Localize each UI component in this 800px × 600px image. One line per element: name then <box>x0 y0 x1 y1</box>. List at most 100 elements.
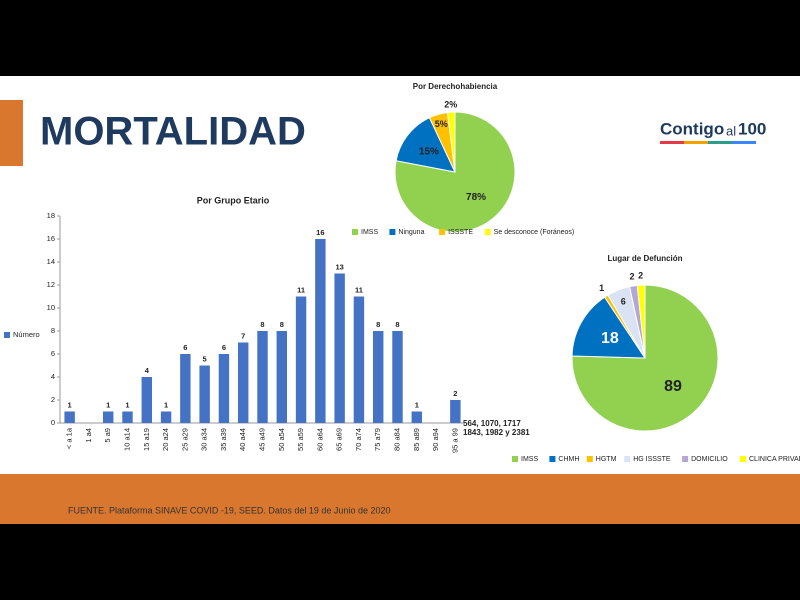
data-label: 1 <box>599 283 604 293</box>
chart-title: Por Derechohabiencia <box>413 82 498 91</box>
x-tick-label: 45 a49 <box>257 428 266 451</box>
slide-title: MORTALIDAD <box>40 110 306 154</box>
x-tick-label: 30 a34 <box>200 428 209 451</box>
x-tick-label: 25 a29 <box>180 428 189 451</box>
pie-slice <box>395 117 456 173</box>
data-label: 2 <box>453 389 457 398</box>
x-tick-label: 35 a39 <box>219 428 228 451</box>
bar <box>276 331 287 423</box>
bar <box>450 400 461 423</box>
bar <box>199 365 210 423</box>
legend-swatch <box>439 229 446 235</box>
legend-swatch <box>682 456 689 462</box>
logo: Contigo al 100 <box>660 119 766 144</box>
legend-swatch <box>352 229 358 235</box>
x-tick-label: 1 a4 <box>84 428 93 443</box>
bar <box>373 331 384 423</box>
data-label: 6 <box>183 343 187 352</box>
bar <box>392 331 403 423</box>
legend-label: ISSSTE <box>448 229 473 236</box>
legend-swatch <box>484 229 491 235</box>
bar <box>103 411 114 423</box>
bar <box>238 342 249 423</box>
footer-band <box>0 474 800 524</box>
x-tick-label: 10 a14 <box>122 428 131 451</box>
data-label: 2 <box>638 271 643 281</box>
y-tick-label: 6 <box>51 349 55 358</box>
data-label: 13 <box>335 262 343 271</box>
y-tick-label: 8 <box>51 326 55 335</box>
logo-stripe <box>732 141 756 144</box>
bar <box>122 411 133 423</box>
data-label: 2 <box>629 272 634 282</box>
x-tick-label: 55 a59 <box>296 428 305 451</box>
x-tick-label: 70 a74 <box>354 428 363 451</box>
data-label: 89 <box>664 378 682 395</box>
x-tick-label: 5 a9 <box>103 428 112 443</box>
chart-title: Lugar de Defunción <box>607 254 682 263</box>
x-tick-label: 40 a44 <box>238 428 247 451</box>
data-label: 11 <box>355 285 363 294</box>
y-tick-label: 18 <box>47 211 55 220</box>
x-tick-label: 75 a79 <box>373 428 382 451</box>
pie-slice <box>571 284 719 432</box>
bar <box>64 411 75 423</box>
y-tick-label: 2 <box>51 395 55 404</box>
pie-slice <box>571 296 646 359</box>
data-label: 8 <box>280 320 284 329</box>
legend-label: DOMICILIO <box>691 456 728 463</box>
x-tick-label: 60 a64 <box>315 428 324 451</box>
legend-label: Número <box>13 330 40 339</box>
bar <box>141 377 152 423</box>
data-label: 8 <box>376 320 380 329</box>
data-label: 5 <box>203 354 207 363</box>
legend-label: Se desconoce (Foráneos) <box>494 229 575 236</box>
legend-label: HGTM <box>596 456 617 463</box>
data-label: 1 <box>164 400 168 409</box>
data-label: 18 <box>601 330 619 347</box>
pie-slice <box>394 111 516 233</box>
legend-swatch <box>740 456 746 462</box>
data-label: 8 <box>395 320 399 329</box>
data-label: 5% <box>435 119 448 129</box>
logo-text: Contigo <box>660 119 724 138</box>
x-tick-label: 80 a84 <box>392 428 401 451</box>
legend-swatch <box>4 332 10 338</box>
bar <box>180 354 191 423</box>
y-tick-label: 12 <box>47 280 55 289</box>
y-tick-label: 14 <box>47 257 55 266</box>
data-label: 1 <box>415 400 419 409</box>
x-tick-label: 20 a24 <box>161 428 170 451</box>
logo-stripe <box>660 141 684 144</box>
logo-text: 100 <box>738 119 766 138</box>
legend-swatch <box>389 229 396 235</box>
legend-swatch <box>549 456 556 462</box>
data-label: 2% <box>444 99 457 109</box>
data-label: 1 <box>68 400 72 409</box>
bar <box>218 354 230 423</box>
legend-swatch <box>624 456 631 462</box>
y-tick-label: 0 <box>51 418 55 427</box>
data-label: 16 <box>316 228 324 237</box>
logo-stripe <box>708 141 732 144</box>
data-label: 1 <box>125 400 129 409</box>
y-tick-label: 4 <box>51 372 55 381</box>
x-tick-label: 15 a19 <box>142 428 151 451</box>
data-label: 4 <box>145 366 150 375</box>
data-label: 8 <box>260 320 264 329</box>
x-tick-label: 50 a54 <box>277 428 286 451</box>
data-label: 6 <box>621 297 626 307</box>
chart-title: Por Grupo Etario <box>197 195 270 205</box>
annotation: 564, 1070, 1717 <box>463 419 521 428</box>
bar <box>353 296 365 423</box>
bar <box>315 239 326 423</box>
x-tick-label: 85 a89 <box>412 428 421 451</box>
y-tick-label: 16 <box>47 234 55 243</box>
legend-swatch <box>586 456 593 462</box>
data-label: 6 <box>222 343 226 352</box>
accent-bar <box>0 100 23 166</box>
bar <box>295 296 307 423</box>
bar <box>257 331 268 423</box>
data-label: 7 <box>241 331 245 340</box>
legend-label: Ninguna <box>398 229 424 236</box>
